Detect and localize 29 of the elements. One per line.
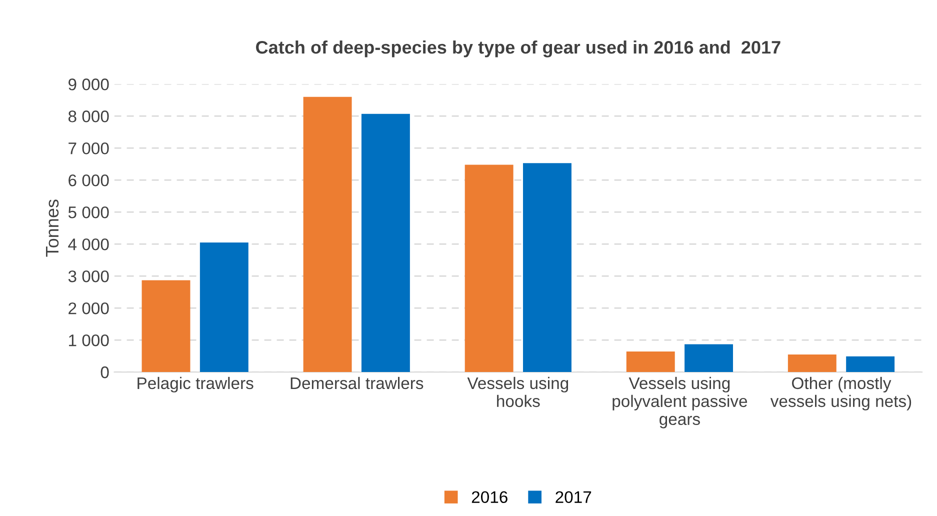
bar	[142, 280, 190, 372]
y-tick-label: 2 000	[68, 302, 109, 314]
x-tick-label: Other (mostly vessels using nets)	[770, 376, 912, 410]
y-tick-label: 4 000	[68, 238, 109, 250]
y-tick-label: 3 000	[68, 270, 109, 282]
y-tick-label: 7 000	[68, 142, 109, 154]
bar	[788, 354, 836, 372]
legend-label: 2016	[472, 491, 508, 504]
x-tick-label: Pelagic trawlers	[138, 376, 254, 392]
y-tick-label: 0	[100, 366, 109, 378]
bar	[361, 114, 410, 372]
bar	[684, 344, 734, 372]
bar	[846, 356, 895, 372]
y-tick-label: 1 000	[69, 334, 109, 346]
bar	[200, 242, 248, 372]
bar	[523, 163, 572, 372]
x-tick-label: Vessels using polyvalent passive gears	[612, 376, 748, 428]
y-axis-title: Tonnes	[46, 200, 59, 257]
x-tick-label: Demersal trawlers	[290, 376, 424, 390]
y-tick-label: 5 000	[68, 206, 109, 218]
y-tick-label: 8 000	[68, 110, 109, 122]
bar	[464, 164, 514, 372]
bar	[303, 96, 352, 372]
x-tick-label: Vessels using hooks	[467, 376, 568, 408]
chart-title: Catch of deep-species by type of gear used in 2016 and 2017	[256, 40, 780, 58]
y-tick-label: 9 000	[68, 78, 109, 90]
y-tick-label: 6 000	[68, 174, 109, 186]
legend-label: 2017	[556, 491, 592, 504]
bar	[626, 352, 675, 372]
